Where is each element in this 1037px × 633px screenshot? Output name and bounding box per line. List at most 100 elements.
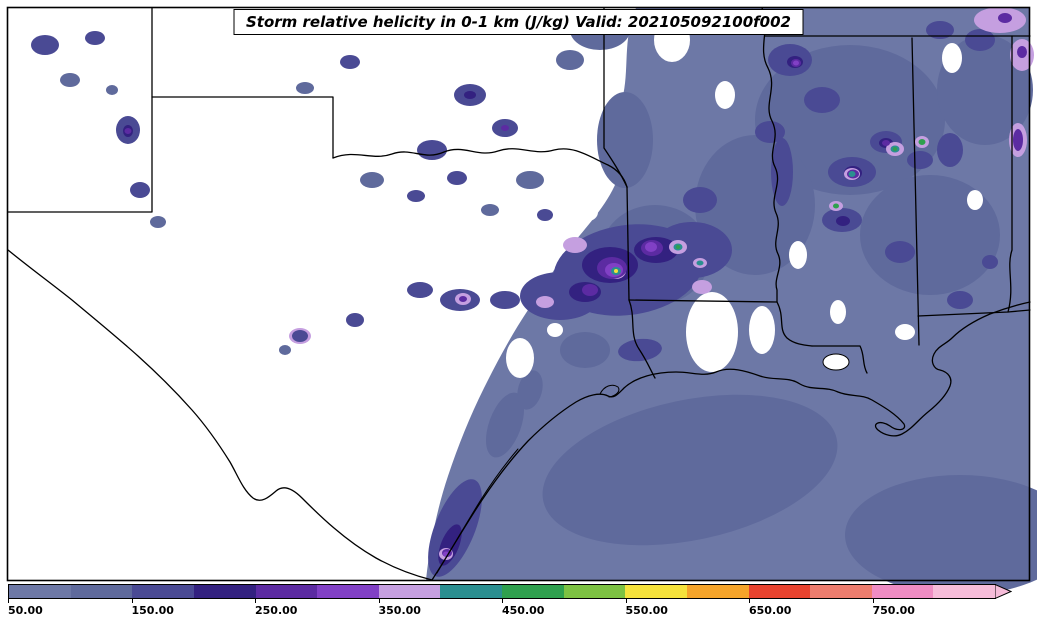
colorbar-tick-label: 650.00 [749,604,792,617]
helicity-contour-blob [292,330,308,342]
helicity-contour-blob [407,282,433,298]
rio-grande-river [7,249,433,581]
colorbar-tick [378,599,380,603]
helicity-contour-blob [597,92,653,188]
helicity-contour-blob [481,204,499,216]
helicity-contour-blob [490,291,520,309]
helicity-contour-blob [965,29,995,51]
colorbar [8,584,996,599]
helicity-contour-blob [547,323,563,337]
helicity-contour-blob [85,31,105,45]
ok-ar-border [603,7,628,188]
gulf-coastline [431,301,1031,581]
colorbar-tick [872,599,874,603]
helicity-contour-blob [715,81,735,109]
boundaries [7,7,1031,581]
colorbar-tick-label: 550.00 [625,604,668,617]
colorbar-tick [749,599,750,603]
helicity-contour-blob [893,147,897,151]
helicity-contour-blob [516,171,544,189]
helicity-contour-blob [150,216,166,228]
helicity-contour-blob [407,190,425,202]
ms-al-border [911,37,920,346]
la-ms-border [811,345,868,374]
colorbar-segment [625,585,687,598]
helicity-contour-blob [536,296,554,308]
colorbar-segment [871,585,934,598]
helicity-contour-blob [447,171,467,185]
helicity-contour-blob [560,332,610,368]
colorbar-tick [8,599,9,603]
colorbar-tick [255,599,256,603]
helicity-contour-blob [582,284,598,296]
helicity-contour-blob [755,121,785,143]
helicity-contour-blob [31,35,59,55]
colorbar-tick [625,599,627,603]
helicity-contour-blob [830,300,846,324]
helicity-contour-blob [982,255,998,269]
helicity-contour-blob [686,292,738,372]
helicity-contour-blob [749,306,775,354]
helicity-contour-blob [947,291,973,309]
plot-title: Storm relative helicity in 0-1 km (J/kg)… [233,9,804,35]
helicity-contour-blob [1013,129,1023,151]
helicity-contour-blob [789,241,807,269]
colorbar-tick-label: 450.00 [502,604,545,617]
colorbar-tick-label: 350.00 [378,604,421,617]
helicity-contour-blob [804,87,840,113]
helicity-contour-blob [907,151,933,169]
colorbar-segment [255,585,318,598]
helicity-contour-blob [296,82,314,94]
ar-la-border [628,299,778,303]
colorbar-segment [70,585,133,598]
helicity-contour-blob [998,13,1012,23]
helicity-contour-blob [130,182,150,198]
helicity-contour-blob [755,45,945,195]
helicity-contour-blob [556,50,584,70]
sabine-tx-la-border [628,299,656,379]
helicity-contour-blob [517,370,543,410]
colorbar-segment [440,585,502,598]
helicity-contour-blob [793,60,799,66]
helicity-contour-blob [692,280,712,294]
helicity-contour-blob [417,140,447,160]
helicity-contour-blob [614,269,618,273]
colorbar-wrap [8,584,1012,599]
helicity-contour-blob [537,209,553,221]
helicity-contour-blob [942,43,962,73]
helicity-contour-blob [124,128,132,134]
helicity-contour-blob [885,241,915,263]
colorbar-tick-label: 250.00 [255,604,298,617]
colorbar-segment [193,585,256,598]
colorbar-segment [686,585,749,598]
helicity-contour-blob [937,133,963,167]
colorbar-segment [378,585,441,598]
map-frame [6,6,1031,582]
helicity-contour-blob [652,222,732,278]
colorbar-segment [810,585,872,598]
helicity-contour-blob [501,125,509,131]
helicity-contour-blob [60,73,80,87]
helicity-contour-blob [836,216,850,226]
helicity-contour-blob [833,203,839,209]
colorbar-extend-arrow [995,584,1012,599]
colorbar-segment [317,585,379,598]
galveston-bay [599,384,620,398]
helicity-contour-blob [1017,46,1027,58]
colorbar-segment [9,585,71,598]
tx-ar-border [626,186,630,301]
helicity-contour-blob [967,190,983,210]
helicity-contour-blob [106,85,118,95]
helicity-contour-blob [848,171,856,177]
helicity-contour-blob [346,313,364,327]
colorbar-tick [502,599,503,603]
helicity-shading [31,7,1037,595]
colorbar-segment [132,585,194,598]
helicity-contour-blob [563,237,587,253]
state-border-nm-tx [7,7,153,213]
colorbar-tick-label: 150.00 [131,604,174,617]
red-river-border [332,148,628,188]
lake-pontchartrain [822,353,850,371]
oklahoma-panhandle-border [151,96,334,159]
